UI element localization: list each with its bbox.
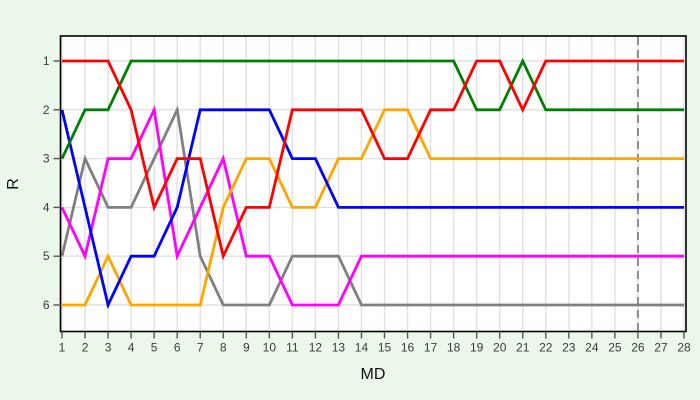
x-tick-label: 16	[401, 341, 415, 355]
y-tick-label: 4	[43, 200, 50, 214]
x-tick-label: 23	[562, 341, 576, 355]
tick-layer	[53, 60, 685, 339]
x-tick-label: 12	[309, 341, 323, 355]
x-tick-label: 7	[197, 341, 204, 355]
x-tick-label: 1	[59, 341, 66, 355]
series-layer	[60, 57, 684, 310]
y-tick-label: 2	[43, 103, 50, 117]
x-tick-label: 21	[516, 341, 530, 355]
x-tick-label: 27	[654, 341, 668, 355]
x-tick-label: 26	[631, 341, 645, 355]
plot-frame-layer	[59, 35, 687, 333]
x-tick-label: 10	[263, 341, 277, 355]
x-tick-label: 11	[286, 341, 299, 355]
series-green-line	[60, 57, 684, 160]
series-blue-line	[60, 108, 684, 310]
x-tick-label: 9	[243, 341, 250, 355]
x-tick-label: 3	[105, 341, 112, 355]
tick-label-layer: 1 2 3 4 5 6 7 8 9 10 11 12 13 14 15 16 17 18 19 20 21 22 23 24 2…	[43, 54, 691, 355]
x-axis-title: MD	[361, 366, 386, 383]
x-tick-label: 19	[470, 341, 484, 355]
x-tick-label: 13	[332, 341, 346, 355]
x-tick-label: 6	[174, 341, 181, 355]
x-tick-label: 4	[128, 341, 135, 355]
x-tick-label: 28	[677, 341, 691, 355]
x-tick-label: 8	[220, 341, 227, 355]
x-tick-label: 22	[539, 341, 553, 355]
x-tick-label: 2	[82, 341, 89, 355]
y-tick-label: 3	[43, 152, 50, 166]
x-tick-label: 14	[355, 341, 369, 355]
x-tick-label: 15	[378, 341, 392, 355]
x-tick-label: 17	[424, 341, 438, 355]
y-tick-label: 6	[43, 298, 50, 312]
x-tick-label: 18	[447, 341, 461, 355]
series-red-line	[62, 59, 684, 261]
y-tick-label: 1	[43, 54, 50, 68]
y-tick-label: 5	[43, 249, 50, 263]
x-tick-label: 25	[608, 341, 622, 355]
x-tick-label: 24	[585, 341, 599, 355]
y-axis-title: R	[5, 178, 22, 190]
gridline-layer	[60, 36, 686, 332]
series-gray-line	[60, 105, 684, 307]
plot-border	[59, 35, 687, 333]
x-tick-label: 5	[151, 341, 158, 355]
x-tick-label: 20	[493, 341, 507, 355]
